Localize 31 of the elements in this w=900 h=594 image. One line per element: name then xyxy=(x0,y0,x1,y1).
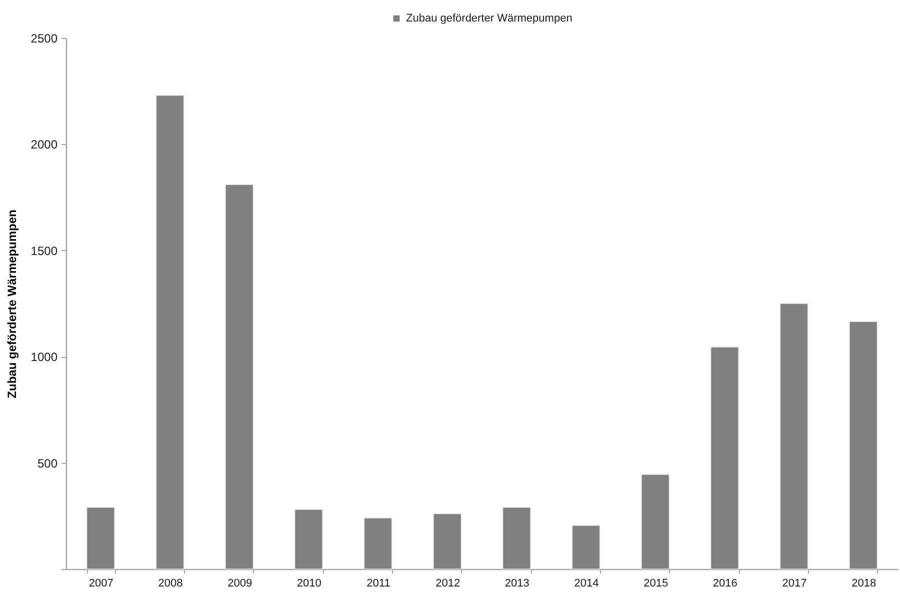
bar xyxy=(433,513,462,570)
legend-label: Zubau geförderter Wärmepumpen xyxy=(406,12,572,24)
x-tick-label: 2007 xyxy=(88,578,114,590)
x-tick-label: 2011 xyxy=(366,578,390,590)
x-tick-label: 2016 xyxy=(712,578,738,590)
y-tick-label: 1000 xyxy=(30,350,58,364)
y-axis-title: Zubau geförderte Wärmepumpen xyxy=(4,210,19,398)
x-tick-label: 2017 xyxy=(782,578,807,590)
y-tick-label: 2500 xyxy=(30,32,58,46)
x-tick-label: 2018 xyxy=(852,578,876,590)
y-tick-label: 2000 xyxy=(30,138,58,152)
bar xyxy=(502,507,531,570)
x-tick-label: 2008 xyxy=(158,578,183,590)
bar xyxy=(86,507,115,570)
x-tick-label: 2009 xyxy=(228,578,252,590)
x-tick-label: 2014 xyxy=(574,578,599,590)
bar xyxy=(572,525,600,570)
x-tick-label: 2013 xyxy=(504,578,530,590)
bar xyxy=(225,184,254,570)
x-tick-label: 2015 xyxy=(644,578,668,590)
bar xyxy=(849,321,878,570)
bar xyxy=(156,94,184,570)
y-tick-label: 500 xyxy=(37,456,58,470)
bar xyxy=(780,303,808,570)
y-tick-label: 1500 xyxy=(30,244,58,258)
x-tick-label: 2010 xyxy=(296,578,322,590)
bar xyxy=(641,474,670,570)
bar xyxy=(364,518,392,570)
x-tick-label: 2012 xyxy=(436,578,460,590)
bar xyxy=(294,509,323,570)
bar xyxy=(710,346,739,570)
